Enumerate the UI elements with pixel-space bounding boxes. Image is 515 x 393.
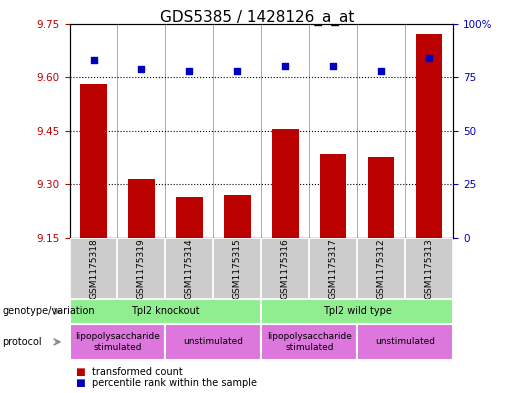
Point xyxy=(281,63,289,70)
Text: GSM1175319: GSM1175319 xyxy=(137,238,146,299)
Bar xyxy=(128,179,154,238)
Bar xyxy=(261,238,310,299)
Text: unstimulated: unstimulated xyxy=(183,338,244,346)
Bar xyxy=(165,324,261,360)
Bar xyxy=(357,324,453,360)
Bar xyxy=(261,324,357,360)
Bar xyxy=(405,238,453,299)
Bar xyxy=(357,238,405,299)
Bar xyxy=(416,34,442,238)
Point xyxy=(425,55,433,61)
Text: genotype/variation: genotype/variation xyxy=(3,307,95,316)
Bar xyxy=(224,195,251,238)
Text: percentile rank within the sample: percentile rank within the sample xyxy=(92,378,256,388)
Text: Tpl2 knockout: Tpl2 knockout xyxy=(131,307,200,316)
Text: GDS5385 / 1428126_a_at: GDS5385 / 1428126_a_at xyxy=(160,10,355,26)
Text: ■: ■ xyxy=(75,378,84,388)
Bar xyxy=(368,158,394,238)
Bar xyxy=(117,238,165,299)
Text: protocol: protocol xyxy=(3,337,42,347)
Bar xyxy=(310,238,357,299)
Point xyxy=(90,57,98,63)
Text: lipopolysaccharide
stimulated: lipopolysaccharide stimulated xyxy=(267,332,352,352)
Bar xyxy=(70,299,261,324)
Point xyxy=(233,68,242,74)
Text: ■: ■ xyxy=(75,367,84,377)
Point xyxy=(329,63,337,70)
Bar xyxy=(261,299,453,324)
Point xyxy=(377,68,385,74)
Text: unstimulated: unstimulated xyxy=(375,338,435,346)
Text: GSM1175314: GSM1175314 xyxy=(185,238,194,299)
Text: transformed count: transformed count xyxy=(92,367,182,377)
Text: GSM1175317: GSM1175317 xyxy=(329,238,338,299)
Text: GSM1175318: GSM1175318 xyxy=(89,238,98,299)
Bar xyxy=(320,154,347,238)
Bar xyxy=(70,324,165,360)
Bar xyxy=(176,197,202,238)
Text: lipopolysaccharide
stimulated: lipopolysaccharide stimulated xyxy=(75,332,160,352)
Point xyxy=(138,65,146,72)
Text: Tpl2 wild type: Tpl2 wild type xyxy=(323,307,392,316)
Text: GSM1175316: GSM1175316 xyxy=(281,238,290,299)
Bar xyxy=(70,238,117,299)
Text: GSM1175315: GSM1175315 xyxy=(233,238,242,299)
Bar xyxy=(165,238,213,299)
Bar xyxy=(80,84,107,238)
Bar xyxy=(272,129,299,238)
Point xyxy=(185,68,194,74)
Text: GSM1175312: GSM1175312 xyxy=(377,238,386,299)
Bar xyxy=(213,238,261,299)
Text: GSM1175313: GSM1175313 xyxy=(425,238,434,299)
